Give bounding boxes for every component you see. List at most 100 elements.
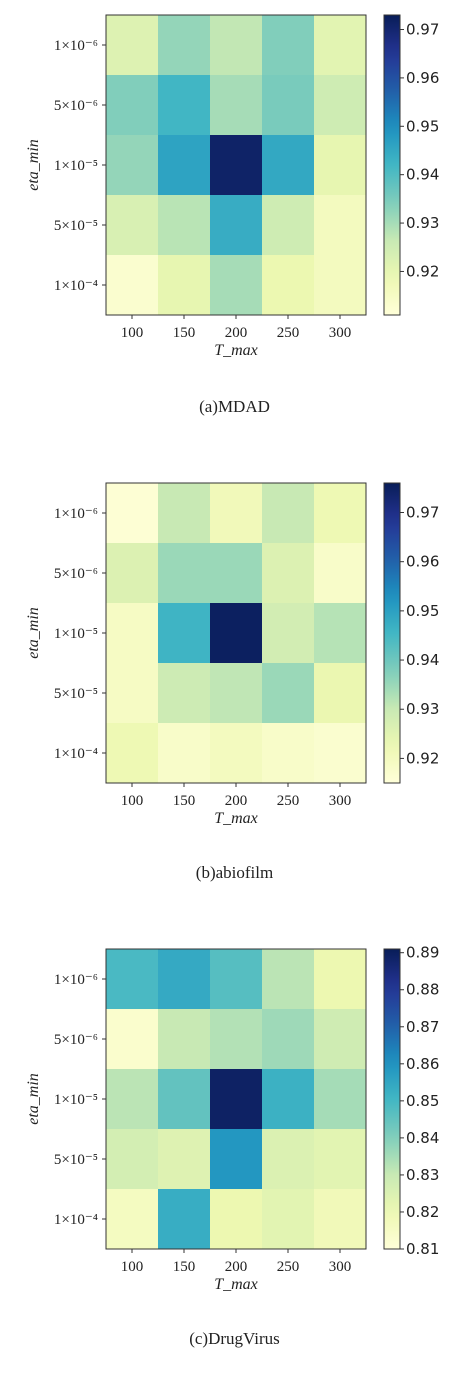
colorbar-tick-label-0-97: 0.97 xyxy=(406,504,439,522)
heatmap-cell-r4-c0 xyxy=(106,723,159,784)
heatmap-cell-r3-c2 xyxy=(210,1129,263,1190)
heatmap-chart-drugvirus: 1×10⁻⁶ 5×10⁻⁶ 1×10⁻⁵ 5×10⁻⁵ 1×10⁻⁴ 100 150 200 2… xyxy=(25,944,439,1293)
caption-abiofilm: (b)abiofilm xyxy=(195,863,274,882)
y-tick-label-1: 5×10⁻⁶ xyxy=(54,98,98,114)
heatmap-cell-r3-c2 xyxy=(210,195,263,256)
y-tick-label-3: 5×10⁻⁵ xyxy=(54,1152,98,1168)
colorbar-tick-label-0-93: 0.93 xyxy=(406,700,439,718)
heatmap-cell-r3-c0 xyxy=(106,195,159,256)
heatmap-cell-r0-c1 xyxy=(158,949,211,1010)
heatmap-cell-r3-c1 xyxy=(158,195,211,256)
heatmap-cell-r2-c1 xyxy=(158,603,211,664)
heatmap-cell-r1-c1 xyxy=(158,75,211,136)
heatmap-cell-r1-c2 xyxy=(210,75,263,136)
x-axis-label: T_max xyxy=(214,1276,258,1293)
heatmap-cell-r4-c3 xyxy=(262,255,315,316)
x-tick-label-150: 150 xyxy=(173,325,196,341)
x-tick-label-100: 100 xyxy=(121,793,144,809)
colorbar xyxy=(383,948,401,1250)
colorbar-tick-label-0-88: 0.88 xyxy=(406,981,439,999)
heatmap-cell-r0-c2 xyxy=(210,949,263,1010)
colorbar xyxy=(383,14,401,316)
y-tick-label-2: 1×10⁻⁵ xyxy=(54,158,98,174)
heatmap-cell-r1-c0 xyxy=(106,543,159,604)
y-tick-label-1: 5×10⁻⁶ xyxy=(54,1032,98,1048)
heatmap-cell-r2-c4 xyxy=(314,135,367,196)
heatmap-cell-r2-c2 xyxy=(210,603,263,664)
y-tick-label-4: 1×10⁻⁴ xyxy=(54,1212,98,1228)
heatmap-cell-r3-c1 xyxy=(158,663,211,724)
y-axis-label: eta_min xyxy=(25,1073,42,1125)
colorbar-tick-label-0-95: 0.95 xyxy=(406,117,439,135)
heatmap-cell-r3-c3 xyxy=(262,1129,315,1190)
heatmap-cells xyxy=(106,15,367,316)
heatmap-cell-r4-c4 xyxy=(314,723,367,784)
heatmap-cells xyxy=(106,483,367,784)
x-tick-label-250: 250 xyxy=(277,793,300,809)
heatmap-cell-r1-c2 xyxy=(210,543,263,604)
y-tick-label-2: 1×10⁻⁵ xyxy=(54,1092,98,1108)
heatmap-cell-r2-c1 xyxy=(158,1069,211,1130)
heatmap-cell-r2-c4 xyxy=(314,1069,367,1130)
heatmap-cell-r1-c3 xyxy=(262,75,315,136)
y-tick-label-1: 5×10⁻⁶ xyxy=(54,566,98,582)
heatmap-cell-r4-c1 xyxy=(158,723,211,784)
heatmap-cell-r1-c4 xyxy=(314,1009,367,1070)
heatmap-cell-r0-c0 xyxy=(106,483,159,544)
heatmap-cell-r0-c3 xyxy=(262,15,315,76)
colorbar-tick-label-0-96: 0.96 xyxy=(406,553,439,571)
heatmap-cell-r0-c1 xyxy=(158,483,211,544)
heatmap-cell-r0-c4 xyxy=(314,483,367,544)
heatmap-cell-r2-c3 xyxy=(262,603,315,664)
heatmap-panel-mdad: 1×10⁻⁶ 5×10⁻⁶ 1×10⁻⁵ 5×10⁻⁵ 1×10⁻⁴ 100 150 200 2… xyxy=(0,0,469,451)
heatmap-cell-r2-c2 xyxy=(210,135,263,196)
heatmap-cell-r2-c0 xyxy=(106,603,159,664)
colorbar-tick-label-0-81: 0.81 xyxy=(406,1240,439,1258)
x-tick-label-150: 150 xyxy=(173,793,196,809)
x-tick-label-250: 250 xyxy=(277,325,300,341)
colorbar-tick-label-0-97: 0.97 xyxy=(406,21,439,39)
heatmap-cell-r0-c3 xyxy=(262,949,315,1010)
caption-drugvirus: (c)DrugVirus xyxy=(189,1329,280,1348)
heatmap-cell-r3-c3 xyxy=(262,195,315,256)
colorbar-tick-label-0-86: 0.86 xyxy=(406,1055,439,1073)
colorbar-tick-label-0-83: 0.83 xyxy=(406,1166,439,1184)
colorbar-tick-label-0-96: 0.96 xyxy=(406,69,439,87)
colorbar-tick-label-0-85: 0.85 xyxy=(406,1092,439,1110)
x-tick-label-300: 300 xyxy=(329,793,352,809)
heatmap-cell-r1-c0 xyxy=(106,1009,159,1070)
colorbar-tick-label-0-92: 0.92 xyxy=(406,749,439,767)
heatmap-chart-mdad: 1×10⁻⁶ 5×10⁻⁶ 1×10⁻⁵ 5×10⁻⁵ 1×10⁻⁴ 100 150 200 2… xyxy=(25,14,439,359)
colorbar-tick-label-0-93: 0.93 xyxy=(406,214,439,232)
colorbar-tick-label-0-94: 0.94 xyxy=(406,651,439,669)
heatmap-cell-r3-c2 xyxy=(210,663,263,724)
heatmap-cell-r2-c0 xyxy=(106,135,159,196)
heatmap-cells xyxy=(106,949,367,1250)
y-tick-label-3: 5×10⁻⁵ xyxy=(54,218,98,234)
heatmap-cell-r3-c1 xyxy=(158,1129,211,1190)
heatmap-cell-r4-c1 xyxy=(158,1189,211,1250)
heatmap-cell-r4-c1 xyxy=(158,255,211,316)
x-tick-label-250: 250 xyxy=(277,1259,300,1275)
heatmap-cell-r1-c4 xyxy=(314,75,367,136)
heatmap-cell-r0-c1 xyxy=(158,15,211,76)
y-axis-label: eta_min xyxy=(25,139,42,191)
heatmap-cell-r2-c4 xyxy=(314,603,367,664)
heatmap-cell-r1-c4 xyxy=(314,543,367,604)
heatmap-cell-r0-c3 xyxy=(262,483,315,544)
colorbar-tick-label-0-87: 0.87 xyxy=(406,1018,439,1036)
heatmap-cell-r4-c2 xyxy=(210,1189,263,1250)
heatmap-cell-r0-c0 xyxy=(106,949,159,1010)
colorbar-tick-label-0-92: 0.92 xyxy=(406,262,439,280)
heatmap-cell-r3-c0 xyxy=(106,1129,159,1190)
heatmap-cell-r1-c3 xyxy=(262,543,315,604)
x-axis-label: T_max xyxy=(214,342,258,359)
x-tick-label-200: 200 xyxy=(225,1259,248,1275)
heatmap-cell-r1-c0 xyxy=(106,75,159,136)
heatmap-cell-r1-c1 xyxy=(158,1009,211,1070)
y-tick-label-0: 1×10⁻⁶ xyxy=(54,972,98,988)
x-tick-label-300: 300 xyxy=(329,325,352,341)
y-tick-label-0: 1×10⁻⁶ xyxy=(54,506,98,522)
heatmap-cell-r3-c4 xyxy=(314,1129,367,1190)
x-tick-label-300: 300 xyxy=(329,1259,352,1275)
